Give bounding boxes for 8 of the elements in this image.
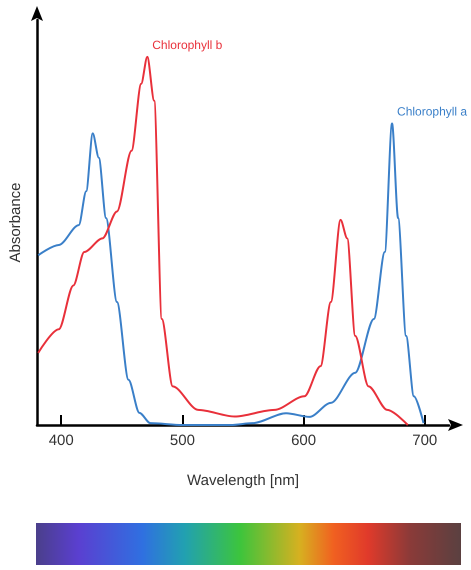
- x-axis-title: Wavelength [nm]: [187, 472, 299, 489]
- x-tick-label: 600: [291, 432, 316, 449]
- y-axis-title: Absorbance: [7, 182, 24, 263]
- x-tick-label: 700: [412, 432, 438, 449]
- series-label: Chlorophyll b: [152, 38, 223, 52]
- x-tick-label: 400: [48, 432, 74, 449]
- x-tick-label: 500: [170, 432, 195, 449]
- series-label: Chlorophyll a: [397, 104, 468, 118]
